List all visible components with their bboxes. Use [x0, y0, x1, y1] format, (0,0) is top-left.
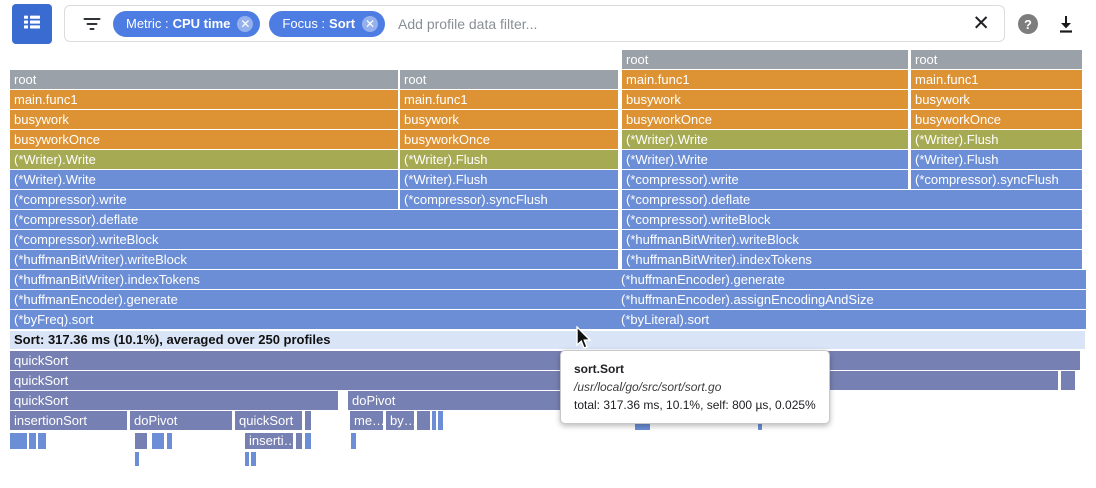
flame-cell[interactable]: root — [911, 50, 1082, 69]
flame-cell[interactable] — [245, 452, 249, 466]
chip-remove-icon[interactable]: ✕ — [237, 15, 254, 32]
flame-cell[interactable]: busyworkOnce — [911, 110, 1082, 129]
flame-cell[interactable] — [438, 411, 443, 430]
flame-cell[interactable]: inserti… — [245, 433, 293, 449]
flame-cell[interactable]: main.func1 — [911, 70, 1082, 89]
flame-cell[interactable]: (*compressor).syncFlush — [400, 190, 618, 209]
flame-cell[interactable]: (*byFreq).sort — [10, 310, 618, 329]
flame-cell[interactable] — [167, 433, 172, 449]
chip-label: Focus : — [282, 16, 326, 31]
chip-value: CPU time — [172, 16, 231, 31]
flame-cell[interactable]: (*compressor).deflate — [622, 190, 1082, 209]
flame-cell[interactable] — [1061, 371, 1075, 390]
flame-cell[interactable] — [135, 452, 139, 466]
flame-cell[interactable] — [251, 452, 256, 466]
flame-cell[interactable]: (*huffmanEncoder).generate — [617, 270, 1086, 289]
flame-cell[interactable]: busywork — [622, 90, 908, 109]
flame-cell[interactable]: busyworkOnce — [622, 110, 908, 129]
clear-filters-icon[interactable]: ✕ — [972, 12, 990, 35]
flame-cell[interactable]: (*Writer).Write — [10, 150, 398, 169]
flame-cell[interactable]: root — [400, 70, 618, 89]
download-button[interactable] — [1054, 12, 1078, 36]
flame-cell[interactable]: (*Writer).Write — [10, 170, 398, 189]
flame-cell[interactable] — [417, 411, 430, 430]
flame-cell[interactable]: busyworkOnce — [10, 130, 398, 149]
flame-cell[interactable] — [305, 411, 311, 430]
tooltip-stats: total: 317.36 ms, 10.1%, self: 800 µs, 0… — [574, 398, 816, 412]
tooltip-source-path: /usr/local/go/src/sort/sort.go — [574, 380, 722, 394]
flame-cell[interactable]: (*Writer).Write — [622, 150, 908, 169]
flame-cell[interactable]: doPivot — [130, 411, 232, 430]
flame-cell[interactable]: root — [622, 50, 908, 69]
flame-cell[interactable] — [38, 433, 46, 449]
flame-cell[interactable] — [305, 433, 311, 449]
flame-cell[interactable]: (*Writer).Flush — [911, 150, 1082, 169]
cell-tooltip: sort.Sort /usr/local/go/src/sort/sort.go… — [560, 350, 830, 424]
flame-cell[interactable]: main.func1 — [10, 90, 398, 109]
filter-chip-metric[interactable]: Metric : CPU time ✕ — [113, 10, 261, 37]
selection-banner: Sort: 317.36 ms (10.1%), averaged over 2… — [10, 331, 1085, 349]
flame-cell[interactable]: quickSort — [235, 411, 302, 430]
view-list-icon — [22, 12, 42, 37]
profile-list-button[interactable] — [12, 4, 52, 44]
flame-cell[interactable]: quickSort — [10, 371, 1058, 390]
flame-cell[interactable] — [432, 411, 436, 430]
flame-cell[interactable]: (*compressor).writeBlock — [10, 230, 618, 249]
flame-cell[interactable] — [29, 433, 36, 449]
flame-cell[interactable]: (*huffmanEncoder).generate — [10, 290, 618, 309]
flame-cell[interactable]: (*huffmanBitWriter).writeBlock — [10, 250, 618, 269]
chip-remove-icon[interactable]: ✕ — [362, 15, 379, 32]
help-button[interactable]: ? — [1018, 14, 1038, 34]
flame-cell[interactable]: main.func1 — [400, 90, 618, 109]
flame-cell[interactable]: (*Writer).Flush — [911, 130, 1082, 149]
flame-cell[interactable]: (*Writer).Write — [622, 130, 908, 149]
flame-cell[interactable]: (*Writer).Flush — [400, 170, 618, 189]
flame-cell[interactable]: insertionSort — [10, 411, 127, 430]
flame-cell[interactable]: busywork — [911, 90, 1082, 109]
flame-cell[interactable] — [152, 433, 164, 449]
flame-cell[interactable]: by… — [386, 411, 414, 430]
flame-cell[interactable]: (*huffmanEncoder).assignEncodingAndSize — [617, 290, 1086, 309]
flame-cell[interactable]: (*compressor).syncFlush — [911, 170, 1082, 189]
chip-value: Sort — [329, 16, 356, 31]
flame-cell[interactable] — [135, 433, 147, 449]
download-icon — [1054, 16, 1078, 40]
filter-placeholder[interactable]: Add profile data filter... — [398, 15, 538, 32]
flame-cell[interactable]: (*compressor).write — [622, 170, 908, 189]
flame-cell[interactable]: (*compressor).deflate — [10, 210, 618, 229]
flame-cell[interactable] — [351, 433, 356, 449]
flame-cell[interactable]: (*huffmanBitWriter).indexTokens — [622, 250, 1082, 269]
tooltip-function: sort.Sort — [574, 362, 625, 376]
filter-list-icon — [83, 15, 101, 33]
toolbar: Metric : CPU time ✕ Focus : Sort ✕ Add pro… — [0, 0, 1096, 48]
flame-cell[interactable]: main.func1 — [622, 70, 908, 89]
flame-cell[interactable]: busyworkOnce — [400, 130, 618, 149]
flame-cell[interactable]: (*compressor).write — [10, 190, 398, 209]
flame-cell[interactable]: quickSort — [10, 391, 338, 410]
flame-cell[interactable] — [10, 433, 27, 449]
flame-cell[interactable]: busywork — [400, 110, 618, 129]
flame-cell[interactable]: root — [10, 70, 398, 89]
flame-cell[interactable]: (*huffmanBitWriter).writeBlock — [622, 230, 1082, 249]
flame-cell[interactable] — [296, 433, 302, 449]
flame-cell[interactable]: (*huffmanBitWriter).indexTokens — [10, 270, 618, 289]
flame-cell[interactable]: (*byLiteral).sort — [617, 310, 1086, 329]
chip-label: Metric : — [126, 16, 169, 31]
flame-cell[interactable]: (*Writer).Flush — [400, 150, 618, 169]
flame-cell[interactable]: me… — [350, 411, 383, 430]
flame-cell[interactable]: quickSort — [10, 351, 1080, 370]
flame-cell[interactable]: (*compressor).writeBlock — [622, 210, 1082, 229]
flame-cell[interactable]: busywork — [10, 110, 398, 129]
filter-chip-focus[interactable]: Focus : Sort ✕ — [269, 10, 386, 37]
filter-input-box[interactable]: Metric : CPU time ✕ Focus : Sort ✕ Add pro… — [64, 5, 1005, 42]
